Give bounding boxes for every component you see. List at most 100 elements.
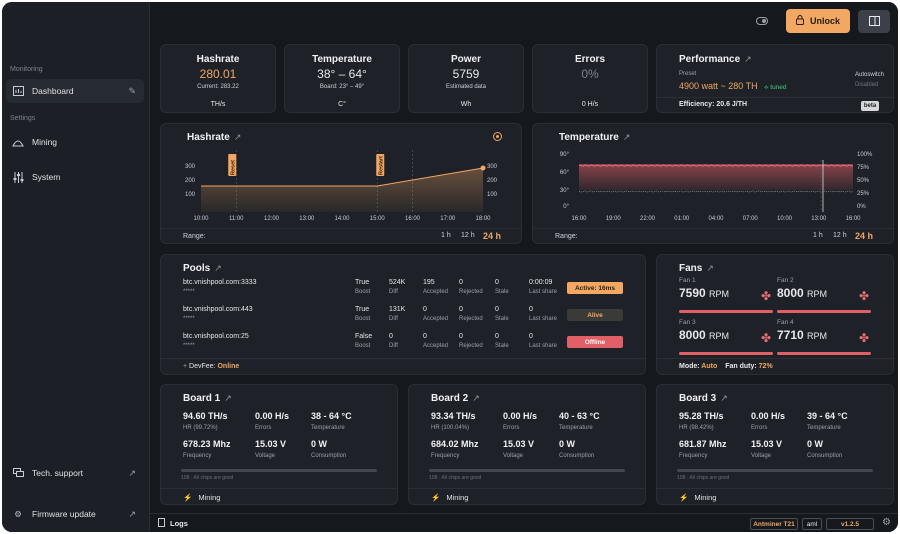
- sidebar-item-tech-support[interactable]: Tech. support ↗: [6, 461, 144, 485]
- hashrate-current: Current: 283.22: [197, 84, 239, 90]
- autoswitch-value[interactable]: Disabled: [855, 82, 879, 88]
- y-tick-label: 300: [185, 164, 196, 170]
- range-label: Range:: [183, 233, 206, 240]
- range-12h[interactable]: 12 h: [461, 232, 475, 239]
- temperature-unit: C°: [338, 101, 346, 108]
- settings-icon[interactable]: ⚙: [882, 517, 891, 528]
- board-temperature: 39 - 64 °C Temperature: [807, 411, 848, 431]
- theme-toggle[interactable]: [756, 17, 768, 25]
- target-icon[interactable]: [493, 132, 502, 141]
- errors-unit: 0 H/s: [581, 101, 599, 108]
- range-label: Range:: [555, 233, 578, 240]
- sidebar-item-system[interactable]: System: [6, 165, 144, 189]
- hashrate-value: 280.01: [199, 67, 237, 81]
- card-title: Board 1 ↗: [183, 393, 232, 404]
- divider: [657, 358, 893, 359]
- y-tick-label: 0%: [857, 204, 866, 210]
- board-status: ⚡ Mining: [183, 493, 221, 502]
- pool-url: btc.vnishpool.com:3333 *****: [183, 279, 257, 295]
- card-title: Fans ↗: [679, 263, 714, 274]
- fan-icon: ✤: [760, 331, 771, 345]
- x-tick-label: 16:00: [845, 216, 861, 222]
- card-title: Performance ↗: [679, 54, 752, 65]
- fans-card: Fans ↗ Fan 1 7590 RPM ✤ Fan 2 8000 RPM ✤ …: [656, 254, 894, 375]
- sidebar: Monitoring Dashboard ✎ Settings Mining S…: [2, 2, 150, 532]
- pool-accepted: 195 Accepted: [423, 279, 449, 295]
- board-status: ⚡ Mining: [431, 493, 469, 502]
- pools-card: Pools ↗ btc.vnishpool.com:3333 ***** True Bo…: [160, 254, 646, 375]
- preset-value: 4900 watt ~ 280 TH: [679, 81, 758, 91]
- x-tick-label: 15:00: [370, 216, 386, 222]
- fan-3: Fan 3 8000 RPM ✤: [679, 319, 773, 355]
- pool-stale: 0 Stale: [495, 333, 509, 349]
- divider: [161, 488, 397, 489]
- board-consumption: 0 W Consumption: [807, 439, 843, 459]
- external-link-icon: ↗: [720, 393, 728, 403]
- board-card: Board 1 ↗ 94.60 TH/s HR (99.72%) 0.00 H/s Err…: [160, 384, 398, 505]
- card-title: Board 3 ↗: [679, 393, 728, 404]
- toggle-panel-button[interactable]: [858, 10, 890, 33]
- fan-duty-line: [578, 190, 854, 193]
- chip-health-bar: [181, 469, 377, 472]
- y-tick-label: 100%: [857, 152, 873, 158]
- board-status: ⚡ Mining: [679, 493, 717, 502]
- sidebar-item-label: Dashboard: [32, 86, 74, 96]
- y-tick-label: 100: [185, 192, 196, 198]
- hashrate-area: [201, 168, 483, 212]
- preset-label: Preset: [679, 71, 697, 77]
- board-voltage: 15.03 V Voltage: [751, 439, 783, 459]
- card-title: Power: [450, 54, 481, 65]
- y-tick-label: 100: [487, 192, 498, 198]
- fan-4: Fan 4 7710 RPM ✤: [777, 319, 871, 355]
- edit-icon[interactable]: ✎: [128, 85, 136, 96]
- bolt-icon: ⚡: [183, 493, 193, 502]
- preset-select[interactable]: 4900 watt ~ 280 TH ⟡ tuned: [679, 81, 787, 92]
- tuned-badge: ⟡ tuned: [764, 84, 787, 91]
- autoswitch-label: Autoswitch: [855, 72, 885, 78]
- pool-diff: 524K Diff: [389, 279, 406, 295]
- sidebar-item-mining[interactable]: Mining: [6, 130, 144, 154]
- external-link-icon: ↗: [128, 467, 136, 478]
- temperature-band: [579, 164, 853, 190]
- logs-label: Logs: [170, 519, 188, 528]
- pool-row: btc.vnishpool.com:25 ***** False Boost 0 Diff…: [161, 333, 647, 355]
- y-tick-label: 90°: [560, 152, 570, 158]
- board-card: Board 2 ↗ 93.34 TH/s HR (100.04%) 0.00 H/s Er…: [408, 384, 646, 505]
- card-title: Pools ↗: [183, 263, 222, 274]
- y-tick-label: 0°: [563, 204, 569, 210]
- restart-marker-label: Restart: [378, 156, 384, 175]
- range-24h[interactable]: 24 h: [855, 231, 874, 241]
- temperature-chart: 16:00 19:00 22:00 01:00 04:00 07:00 10:00 13:00…: [560, 152, 873, 222]
- main-content: Unlock Hashrate 280.01 Current: 283.22 T…: [150, 2, 898, 532]
- y-tick-label: 200: [487, 178, 498, 184]
- fan-speed-bar: [777, 352, 871, 355]
- range-12h[interactable]: 12 h: [833, 232, 847, 239]
- y-tick-label: 30°: [560, 188, 570, 194]
- bolt-icon: ⚡: [431, 493, 441, 502]
- sidebar-item-firmware-update[interactable]: ⚙ Firmware update ↗: [6, 502, 144, 526]
- unlock-button[interactable]: Unlock: [786, 9, 850, 33]
- board-hashrate: 93.34 TH/s HR (100.04%): [431, 411, 476, 431]
- chip-status: 108 · All chips are good: [429, 475, 482, 481]
- pool-boost: True Boost: [355, 279, 371, 295]
- card-title: Board 2 ↗: [431, 393, 480, 404]
- pool-status-badge: Offline: [567, 336, 623, 348]
- pool-rejected: 0 Rejected: [459, 306, 483, 322]
- chip-status: 108 · All chips are good: [677, 475, 730, 481]
- range-24h[interactable]: 24 h: [483, 231, 502, 241]
- x-tick-label: 11:00: [229, 216, 244, 222]
- y-tick-label: 25%: [857, 191, 870, 197]
- hashrate-line: [201, 167, 484, 187]
- power-stat-card: Power 5759 Estimated data Wh: [408, 44, 524, 113]
- logs-button[interactable]: Logs: [158, 518, 188, 529]
- chip-status: 108 · All chips are good: [181, 475, 234, 481]
- external-link-icon: ↗: [706, 263, 714, 273]
- y-tick-label: 50%: [857, 178, 870, 184]
- pool-rejected: 0 Rejected: [459, 333, 483, 349]
- range-1h[interactable]: 1 h: [813, 232, 823, 239]
- sidebar-item-label: System: [32, 172, 61, 182]
- sidebar-item-dashboard[interactable]: Dashboard ✎: [6, 79, 144, 103]
- range-1h[interactable]: 1 h: [441, 232, 451, 239]
- card-title: Hashrate: [196, 54, 240, 65]
- bolt-icon: ⚡: [679, 493, 689, 502]
